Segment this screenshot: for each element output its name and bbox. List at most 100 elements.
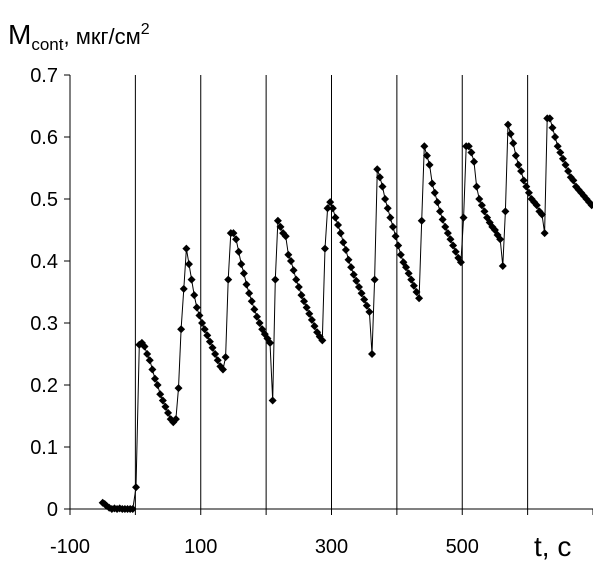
data-point <box>153 381 162 389</box>
data-point <box>200 325 209 334</box>
y-tick-label: 0.2 <box>30 375 58 397</box>
x-axis-title: t, с <box>534 531 571 562</box>
data-point <box>532 201 541 210</box>
data-point <box>247 297 256 306</box>
y-tick-label: 0.1 <box>30 437 58 459</box>
data-point <box>242 280 251 289</box>
data-point <box>232 235 241 244</box>
data-point <box>352 276 361 285</box>
data-point <box>255 319 264 327</box>
data-point <box>190 291 199 300</box>
data-point <box>396 250 405 259</box>
data-point <box>436 207 445 216</box>
data-point <box>224 275 233 284</box>
data-point <box>433 198 442 207</box>
data-point <box>430 188 439 197</box>
data-point <box>438 215 447 224</box>
data-point <box>237 260 246 269</box>
data-point <box>540 229 549 238</box>
data-point <box>569 176 578 185</box>
data-point <box>394 241 403 250</box>
data-point <box>511 151 520 160</box>
data-point <box>289 266 298 275</box>
data-point <box>564 167 573 176</box>
data-point <box>514 160 523 169</box>
data-point <box>538 210 547 219</box>
y-axis-title-unit: , мкг/см <box>63 24 140 49</box>
data-point <box>548 123 557 132</box>
data-point <box>451 247 460 256</box>
data-point <box>213 356 222 365</box>
data-point <box>245 289 254 298</box>
data-point <box>501 207 510 216</box>
data-point <box>273 216 282 225</box>
data-point <box>302 303 311 312</box>
x-tick-label: -100 <box>50 536 90 558</box>
data-point <box>297 291 306 300</box>
data-point <box>373 165 382 174</box>
data-point <box>305 309 314 318</box>
y-tick-label: 0.7 <box>30 65 58 87</box>
data-point <box>477 201 486 210</box>
y-tick-label: 0.4 <box>30 251 58 273</box>
data-point <box>328 204 337 213</box>
data-point <box>276 222 285 231</box>
data-point <box>386 213 395 222</box>
data-point <box>145 356 154 365</box>
data-point <box>292 275 301 284</box>
data-point <box>143 350 152 358</box>
data-point <box>402 263 411 272</box>
data-point <box>177 325 186 334</box>
data-point <box>161 402 170 411</box>
data-points <box>98 114 593 513</box>
data-point <box>286 257 295 265</box>
data-point <box>378 182 387 191</box>
data-point <box>341 245 350 254</box>
data-point <box>517 167 526 176</box>
data-point <box>128 505 137 513</box>
data-point <box>239 269 248 278</box>
data-point <box>561 160 570 169</box>
data-point <box>195 311 204 320</box>
data-point <box>404 269 413 278</box>
gridlines <box>134 75 529 509</box>
data-point <box>211 350 220 358</box>
data-point <box>381 195 390 203</box>
data-point <box>318 336 327 345</box>
data-point <box>456 258 465 267</box>
data-point <box>357 289 366 298</box>
data-point <box>368 350 377 358</box>
data-point <box>326 198 335 207</box>
data-point <box>388 222 397 231</box>
data-point <box>300 297 309 306</box>
data-point <box>509 139 518 148</box>
data-point <box>420 142 429 151</box>
data-point <box>587 201 593 210</box>
data-point <box>205 337 214 346</box>
data-point <box>365 307 374 316</box>
data-point <box>464 142 473 151</box>
data-point <box>336 229 345 238</box>
x-tick-label: 300 <box>315 536 348 558</box>
data-point <box>362 301 371 310</box>
data-point <box>545 114 554 123</box>
data-point <box>323 204 332 213</box>
x-tick-labels: -100 100 300 500 <box>50 536 479 558</box>
data-point <box>391 232 400 241</box>
data-point <box>553 142 562 151</box>
data-point <box>229 229 238 238</box>
data-point <box>409 281 418 290</box>
data-point <box>281 232 290 241</box>
data-point <box>370 275 379 284</box>
data-point <box>132 483 141 492</box>
data-point <box>307 315 316 324</box>
data-point <box>467 148 476 157</box>
data-point <box>140 342 149 351</box>
data-point <box>519 176 528 185</box>
data-point <box>472 182 481 191</box>
data-point <box>320 244 329 253</box>
data-point <box>360 295 369 304</box>
data-point <box>171 415 180 424</box>
data-point <box>344 255 353 264</box>
data-point <box>354 283 363 292</box>
